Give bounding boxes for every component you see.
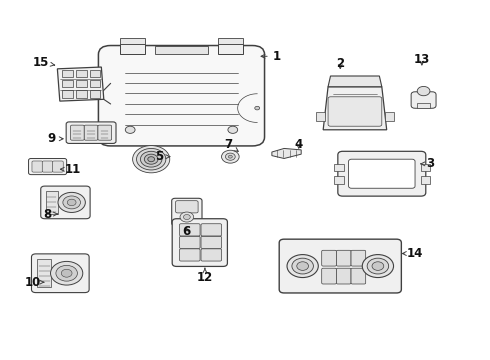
- Text: 13: 13: [414, 53, 430, 66]
- Bar: [334, 164, 343, 171]
- Polygon shape: [328, 76, 382, 87]
- FancyBboxPatch shape: [336, 250, 351, 266]
- Bar: [417, 103, 430, 108]
- FancyBboxPatch shape: [175, 201, 198, 213]
- Bar: [90, 90, 100, 98]
- Bar: [121, 44, 145, 54]
- FancyBboxPatch shape: [351, 250, 366, 266]
- Text: 5: 5: [155, 150, 170, 163]
- Text: 11: 11: [60, 163, 81, 176]
- Text: 15: 15: [32, 56, 55, 69]
- FancyBboxPatch shape: [179, 224, 200, 236]
- FancyBboxPatch shape: [32, 161, 43, 172]
- FancyBboxPatch shape: [201, 236, 221, 248]
- FancyBboxPatch shape: [279, 239, 401, 293]
- Circle shape: [50, 261, 83, 285]
- FancyBboxPatch shape: [336, 268, 351, 284]
- Circle shape: [221, 150, 239, 163]
- FancyBboxPatch shape: [52, 161, 63, 172]
- Bar: [421, 176, 430, 184]
- Polygon shape: [323, 87, 387, 130]
- Circle shape: [125, 126, 135, 134]
- Circle shape: [180, 212, 194, 222]
- FancyBboxPatch shape: [351, 268, 366, 284]
- FancyBboxPatch shape: [322, 268, 336, 284]
- Text: 4: 4: [294, 138, 303, 150]
- Bar: [90, 69, 100, 77]
- FancyBboxPatch shape: [411, 92, 436, 108]
- FancyBboxPatch shape: [348, 159, 415, 188]
- FancyBboxPatch shape: [328, 97, 382, 126]
- Circle shape: [56, 265, 77, 281]
- Text: 1: 1: [261, 50, 281, 63]
- Circle shape: [148, 157, 155, 162]
- Circle shape: [292, 258, 314, 274]
- Circle shape: [362, 255, 393, 278]
- Circle shape: [287, 255, 318, 278]
- Circle shape: [67, 199, 76, 206]
- FancyBboxPatch shape: [172, 198, 202, 226]
- FancyBboxPatch shape: [172, 219, 227, 266]
- FancyBboxPatch shape: [338, 151, 426, 196]
- Polygon shape: [272, 148, 301, 158]
- Polygon shape: [57, 67, 104, 101]
- FancyBboxPatch shape: [201, 249, 221, 261]
- Circle shape: [137, 148, 166, 170]
- Text: 2: 2: [336, 57, 344, 70]
- Bar: [76, 90, 87, 98]
- Bar: [334, 176, 343, 184]
- FancyBboxPatch shape: [28, 158, 67, 175]
- Text: 7: 7: [224, 138, 238, 152]
- Text: 8: 8: [43, 208, 57, 221]
- Text: 3: 3: [421, 157, 435, 170]
- Text: 6: 6: [182, 225, 191, 238]
- Bar: [62, 90, 73, 98]
- Bar: [76, 80, 87, 87]
- Bar: [218, 39, 243, 44]
- Bar: [90, 80, 100, 87]
- FancyBboxPatch shape: [179, 236, 200, 248]
- Bar: [76, 69, 87, 77]
- Circle shape: [133, 145, 170, 173]
- FancyBboxPatch shape: [41, 186, 90, 219]
- Text: 9: 9: [48, 132, 63, 145]
- FancyBboxPatch shape: [98, 125, 112, 140]
- FancyBboxPatch shape: [66, 122, 116, 143]
- FancyBboxPatch shape: [31, 254, 89, 293]
- Bar: [421, 164, 430, 171]
- Text: 12: 12: [197, 268, 213, 284]
- Circle shape: [297, 262, 309, 270]
- FancyBboxPatch shape: [322, 250, 336, 266]
- Bar: [385, 112, 394, 121]
- Bar: [62, 80, 73, 87]
- Circle shape: [145, 154, 158, 164]
- Bar: [316, 112, 325, 121]
- Bar: [218, 44, 243, 54]
- Bar: [155, 45, 208, 54]
- Bar: [37, 259, 51, 287]
- Circle shape: [367, 258, 389, 274]
- Circle shape: [141, 151, 162, 167]
- FancyBboxPatch shape: [84, 125, 98, 140]
- Circle shape: [61, 269, 72, 277]
- Circle shape: [417, 86, 430, 96]
- FancyBboxPatch shape: [98, 45, 265, 146]
- Circle shape: [183, 215, 190, 220]
- Text: 10: 10: [24, 276, 44, 289]
- FancyBboxPatch shape: [42, 161, 53, 172]
- Bar: [62, 69, 73, 77]
- Text: 14: 14: [402, 247, 423, 260]
- Circle shape: [372, 262, 384, 270]
- Bar: [46, 191, 58, 214]
- Circle shape: [228, 155, 232, 158]
- FancyBboxPatch shape: [201, 224, 221, 236]
- Circle shape: [228, 126, 238, 134]
- Circle shape: [255, 106, 260, 110]
- Circle shape: [58, 192, 85, 212]
- Bar: [121, 39, 145, 44]
- FancyBboxPatch shape: [71, 125, 84, 140]
- FancyBboxPatch shape: [179, 249, 200, 261]
- Circle shape: [225, 153, 235, 160]
- Circle shape: [63, 196, 80, 209]
